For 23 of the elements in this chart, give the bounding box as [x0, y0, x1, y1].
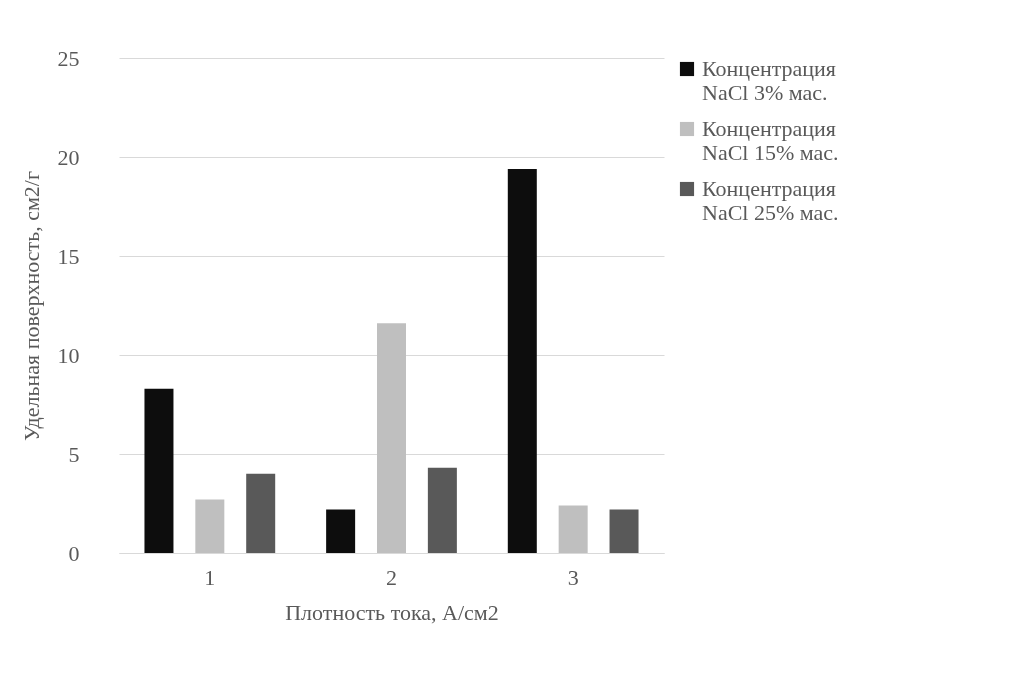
legend-label: Концентрация NaCl 15% мас. — [702, 116, 839, 165]
y-tick-label: 10 — [57, 342, 80, 368]
bar — [144, 388, 174, 553]
bar — [507, 168, 537, 553]
legend-label: Концентрация NaCl 3% мас. — [702, 56, 836, 105]
bar — [326, 509, 356, 553]
bar — [246, 473, 276, 553]
legend-label: Концентрация NaCl 25% мас. — [702, 176, 839, 225]
bar — [377, 323, 406, 553]
bar — [427, 467, 457, 553]
y-tick-label: 0 — [68, 540, 80, 566]
y-tick-label: 15 — [57, 243, 80, 269]
x-axis-title: Плотность тока, А/см2 — [285, 599, 499, 625]
y-axis-title: Удельная поверхность, см2/г — [18, 171, 44, 441]
y-tick-label: 5 — [68, 441, 80, 467]
x-tick-label: 1 — [204, 564, 216, 590]
bar — [558, 505, 588, 553]
y-tick-label: 20 — [57, 144, 80, 170]
x-tick-label: 3 — [567, 564, 579, 590]
y-tick-label: 25 — [57, 45, 80, 71]
x-tick-label: 2 — [386, 564, 397, 590]
bar — [609, 509, 639, 553]
bar — [195, 499, 225, 553]
